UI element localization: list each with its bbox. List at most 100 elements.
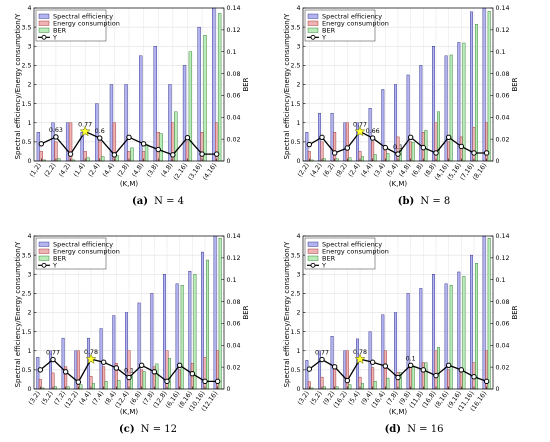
bar-spectral-efficiency [444, 283, 448, 390]
legend-label: BER [322, 254, 336, 262]
y-point [395, 151, 401, 157]
bar-spectral-efficiency [137, 302, 141, 390]
bar-energy-consumption [421, 362, 425, 390]
caption-d-text: N = 16 [407, 424, 443, 435]
caption-c-text: N = 12 [141, 424, 177, 435]
left-tick-label: 4 [27, 233, 31, 240]
left-tick-label: 3 [296, 271, 300, 278]
bar-ber [424, 362, 428, 390]
y-series [306, 353, 490, 385]
left-tick-label: 3.5 [21, 24, 31, 31]
y-point [483, 150, 490, 156]
x-tick-label: (2,2) [43, 162, 57, 178]
y-point [62, 369, 69, 375]
y-point [37, 367, 44, 373]
right-tick-label: 0.14 [496, 5, 510, 12]
legend-marker [41, 34, 47, 40]
legend-swatch [307, 248, 319, 254]
bar-ber [101, 156, 105, 162]
left-tick-label: 1.5 [290, 101, 300, 108]
right-tick-label: 0.1 [496, 277, 506, 284]
y-point [199, 151, 205, 157]
x-tick-label: (5,4) [347, 390, 361, 406]
y-annotation: 0.6 [95, 128, 105, 135]
y-point [202, 378, 208, 385]
x-tick-label: (7,4) [91, 390, 105, 406]
y-point [38, 141, 45, 147]
x-tick-label: (3,8) [146, 162, 160, 178]
y-point [214, 378, 221, 385]
right-tick-label: 0.08 [227, 71, 241, 78]
left-tick-label: 0 [296, 386, 300, 393]
bar-energy-consumption [345, 122, 349, 162]
bar-spectral-efficiency [419, 288, 423, 390]
y-annotation: 0.77 [315, 350, 329, 357]
bar-energy-consumption [383, 350, 387, 390]
caption-c: (c) N = 12 [119, 424, 177, 435]
left-axis: 0 0.5 1 1.5 2 2.5 3 3.5 4 [290, 233, 306, 393]
chart-panel-1: 0.770.66 0.1 0 0.5 1 1.5 2 2.5 3 3.5 4 0 0.02 0.04 0.0… [283, 5, 519, 188]
x-axis-title: (K,M) [120, 408, 139, 416]
y-point [344, 145, 351, 151]
bar-spectral-efficiency [36, 132, 41, 162]
bars [36, 7, 222, 162]
x-tick-label: (6,2) [322, 162, 336, 178]
y-annotation: 0.63 [49, 127, 63, 134]
left-tick-label: 2 [27, 82, 31, 89]
legend-label: Spectral efficiency [53, 240, 113, 248]
right-tick-label: 0.08 [496, 299, 510, 306]
bar-spectral-efficiency [36, 357, 40, 390]
right-tick-label: 0.02 [227, 136, 241, 143]
y-annotation: 0.1 [406, 355, 416, 362]
bar-ber [155, 363, 159, 390]
bar-ber [144, 144, 149, 162]
x-tick-label: (4,4) [360, 162, 374, 178]
left-tick-label: 3.5 [290, 252, 300, 259]
bar-ber [475, 24, 478, 162]
y-point [306, 366, 313, 372]
left-tick-label: 3 [27, 271, 31, 278]
bar-ber [449, 54, 453, 162]
x-tick-label: (6,8) [411, 162, 425, 178]
y-point [382, 363, 389, 369]
left-tick-label: 1 [296, 348, 300, 355]
x-tick-label: (4,16) [202, 162, 219, 182]
bar-ber [104, 381, 108, 390]
y-point [458, 367, 465, 373]
bar-spectral-efficiency [124, 84, 128, 162]
y-point [67, 151, 74, 157]
bar-ber [159, 133, 163, 162]
bar-energy-consumption [371, 141, 375, 162]
x-tick-label: (8,16) [472, 162, 489, 182]
caption-d-letter: (d) [385, 424, 401, 435]
y-point [306, 141, 313, 148]
x-tick-label: (3,16) [187, 162, 204, 182]
x-axis: (2,2)(4,2)(6,2)(8,2)(2,4)(4,4)(3,4)(5,4)… [297, 158, 489, 182]
bar-spectral-efficiency [330, 336, 334, 390]
bar-spectral-efficiency [469, 11, 473, 162]
bar-ber [180, 284, 184, 390]
bar-spectral-efficiency [162, 274, 166, 390]
y-axis-title: Spectral efficiency/Energy consumption/Y [283, 241, 291, 387]
bar-spectral-efficiency [469, 254, 473, 390]
x-tick-label: (4,2) [309, 162, 323, 178]
right-tick-label: 0.06 [227, 321, 241, 328]
y-point [140, 141, 147, 147]
bar-spectral-efficiency [182, 65, 187, 162]
y-point [319, 356, 325, 363]
y-point [319, 134, 325, 140]
svg-text:(c) N = 12: (c) N = 12 [119, 424, 177, 435]
bar-energy-consumption [472, 127, 476, 162]
x-tick-label: (4,4) [102, 162, 116, 178]
bar-energy-consumption [178, 369, 182, 390]
bar-ber [411, 366, 415, 390]
x-tick-label: (12,2) [63, 390, 80, 410]
bar-spectral-efficiency [343, 350, 347, 390]
legend-swatch [38, 255, 50, 261]
bar-spectral-efficiency [305, 360, 309, 390]
bar-ber [142, 371, 146, 390]
bar-energy-consumption [54, 141, 58, 162]
bar-energy-consumption [333, 132, 337, 162]
legend-swatch [38, 248, 50, 254]
